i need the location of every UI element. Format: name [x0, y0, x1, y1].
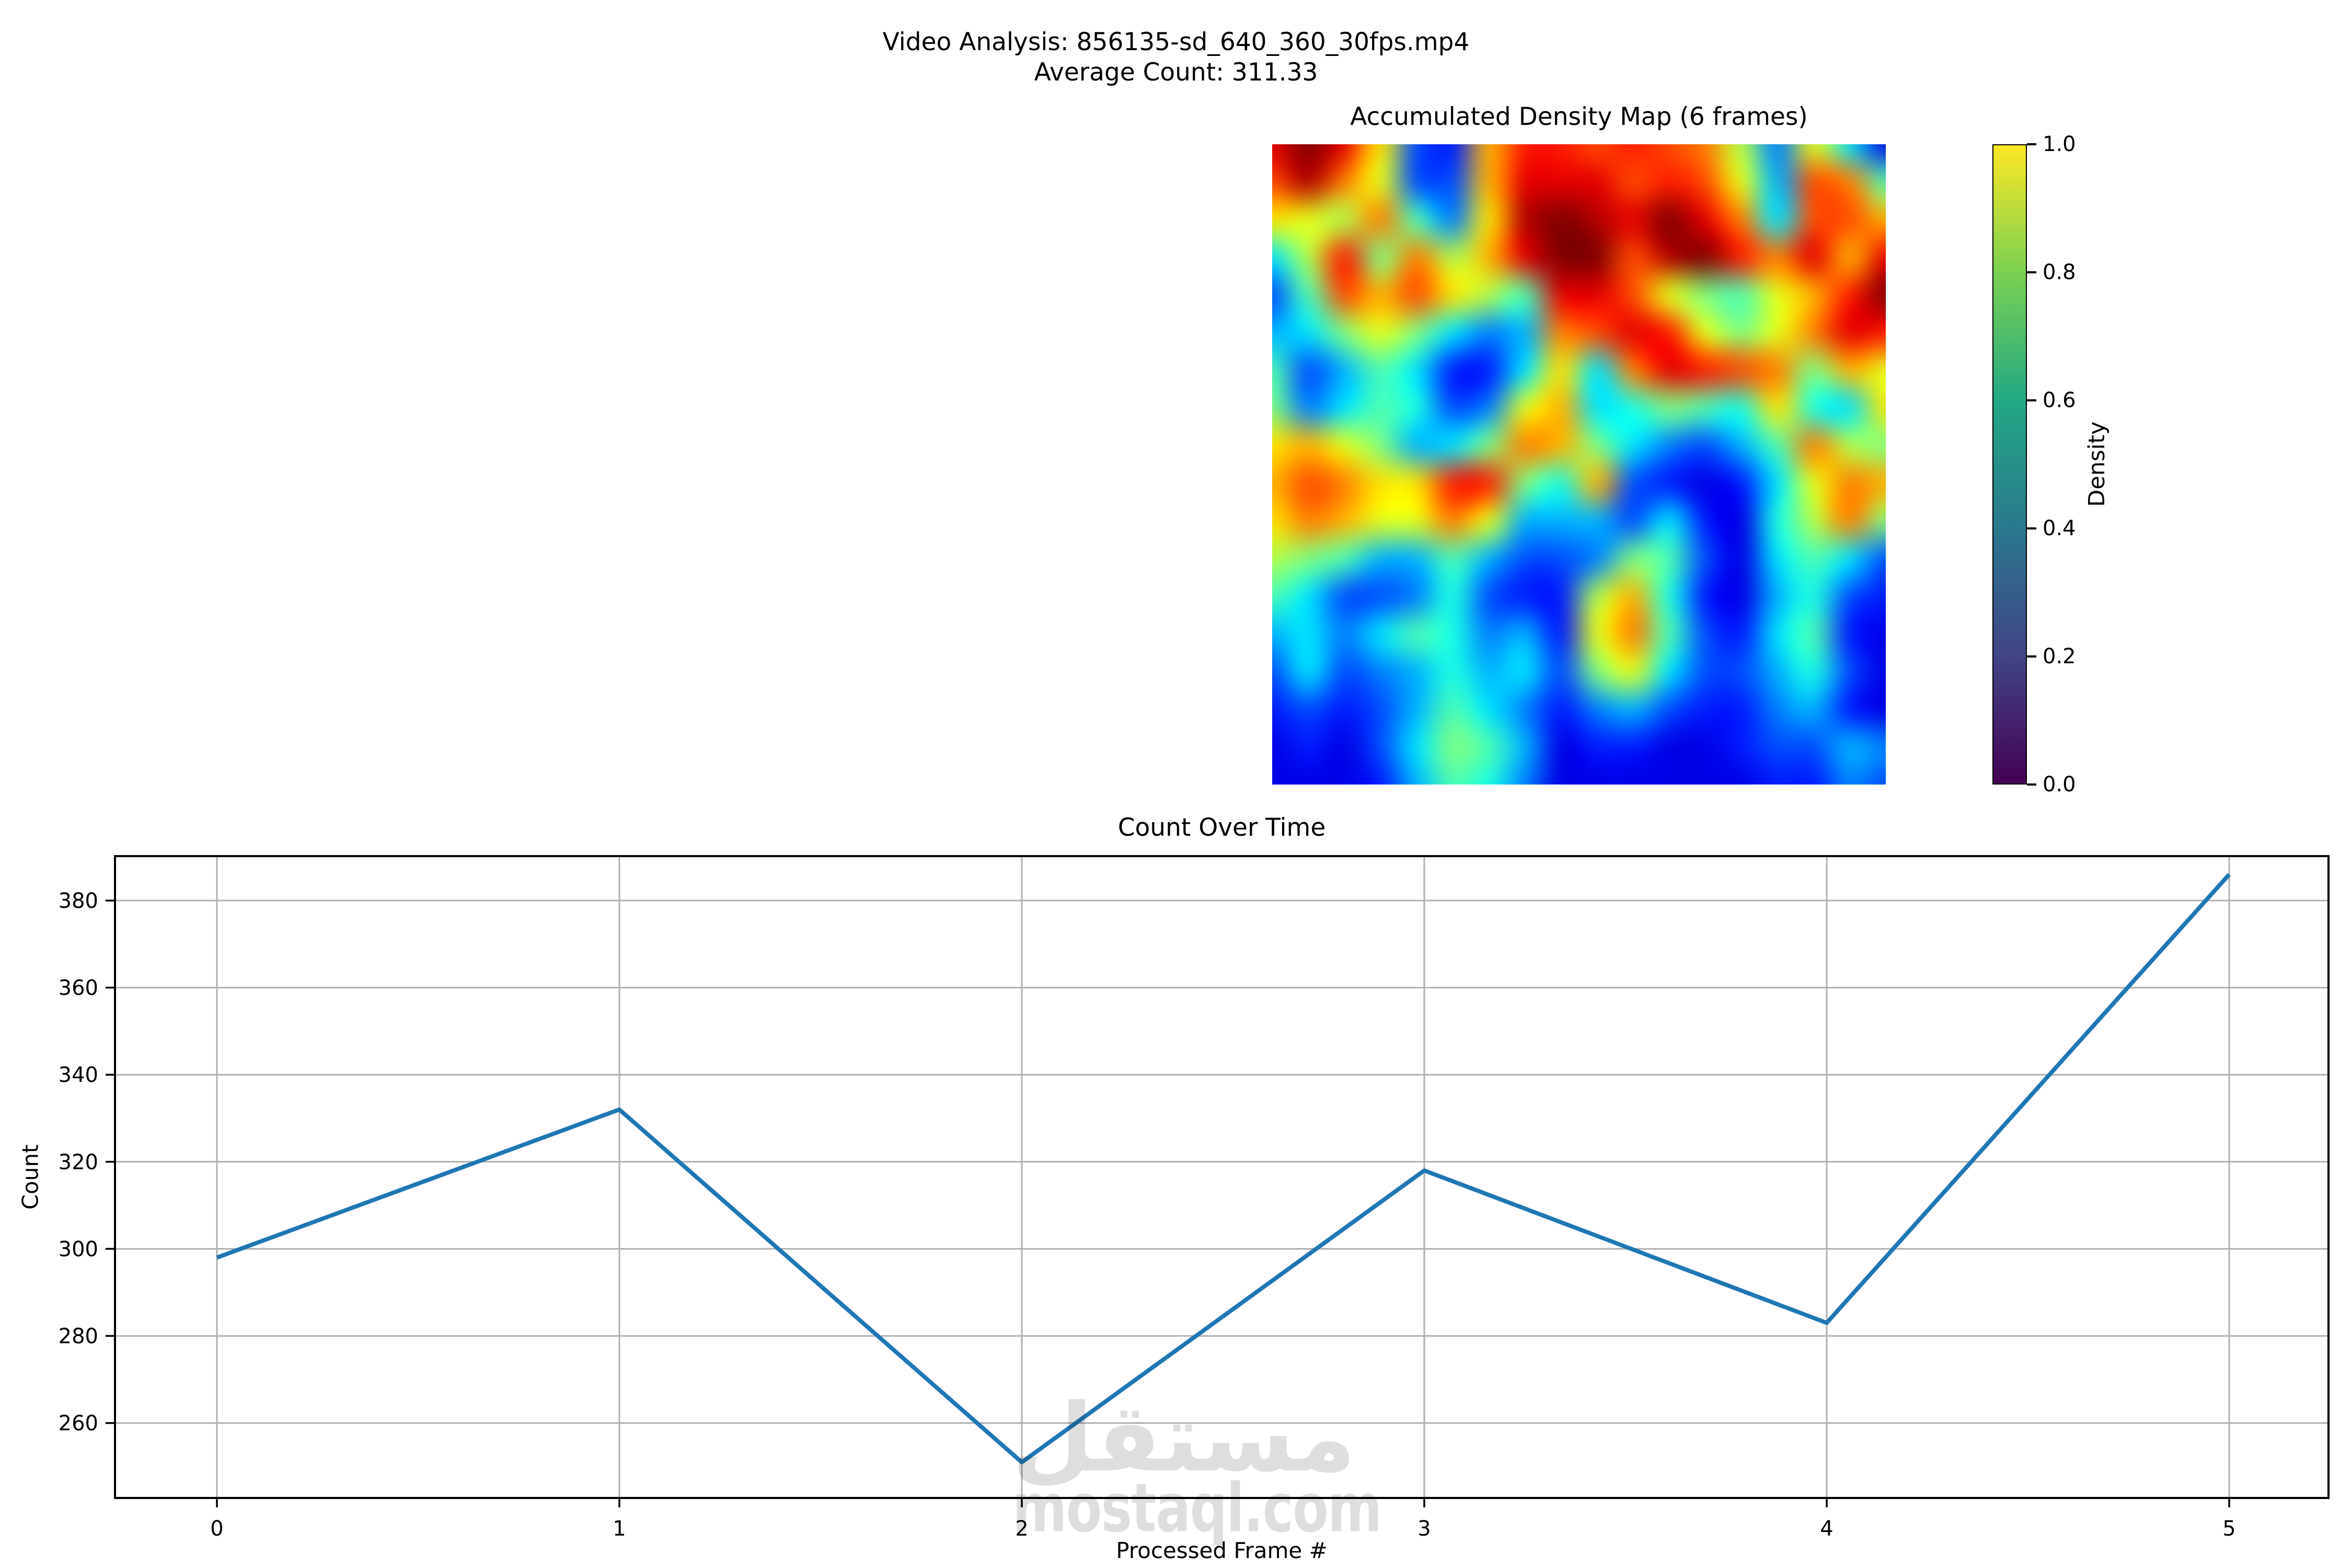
x-tick-label: 3	[1417, 1517, 1431, 1541]
colorbar-tick-mark	[2027, 655, 2036, 658]
y-tick-label: 320	[59, 1150, 98, 1174]
x-tick-label: 4	[1820, 1517, 1833, 1541]
watermark-latin: mostaql.com	[1012, 1469, 1382, 1548]
colorbar-tick-label: 0.8	[2043, 260, 2076, 284]
density-colorbar	[1992, 144, 2027, 785]
colorbar-tick-mark	[2027, 527, 2036, 529]
y-tick-label: 300	[59, 1237, 98, 1261]
colorbar-tick-mark	[2027, 783, 2036, 786]
x-tick-label: 0	[210, 1517, 223, 1541]
line-chart-title: Count Over Time	[1117, 813, 1326, 842]
y-tick-label: 260	[59, 1412, 98, 1436]
y-tick-label: 280	[59, 1324, 98, 1348]
x-tick-label: 2	[1015, 1517, 1028, 1541]
density-map-title: Accumulated Density Map (6 frames)	[1350, 102, 1808, 131]
colorbar-tick-label: 0.4	[2043, 516, 2076, 540]
x-tick-label: 1	[613, 1517, 626, 1541]
count-line-series	[216, 873, 2231, 1465]
colorbar-tick-mark	[2027, 399, 2036, 401]
y-tick-label: 360	[59, 976, 98, 1000]
suptitle-line-1: Video Analysis: 856135-sd_640_360_30fps.…	[882, 28, 1470, 56]
y-tick-label: 380	[59, 889, 98, 913]
colorbar-tick-label: 0.0	[2043, 773, 2076, 797]
y-tick-label: 340	[59, 1063, 98, 1087]
axes-spines	[114, 855, 2330, 1499]
colorbar-tick-label: 1.0	[2043, 132, 2076, 156]
watermark-arabic: مستقل	[1011, 1383, 1356, 1493]
colorbar-tick-label: 0.6	[2043, 388, 2076, 412]
x-tick-label: 5	[2222, 1517, 2235, 1541]
x-axis-label: Processed Frame #	[1116, 1538, 1328, 1563]
colorbar-tick-mark	[2027, 143, 2036, 145]
suptitle-line-2: Average Count: 311.33	[1034, 58, 1318, 87]
colorbar-tick-mark	[2027, 271, 2036, 273]
figure-suptitle: Video Analysis: 856135-sd_640_360_30fps.…	[0, 27, 2352, 88]
density-heatmap-image	[1272, 144, 1886, 785]
colorbar-tick-label: 0.2	[2043, 644, 2076, 668]
y-axis-label: Count	[17, 1144, 43, 1210]
